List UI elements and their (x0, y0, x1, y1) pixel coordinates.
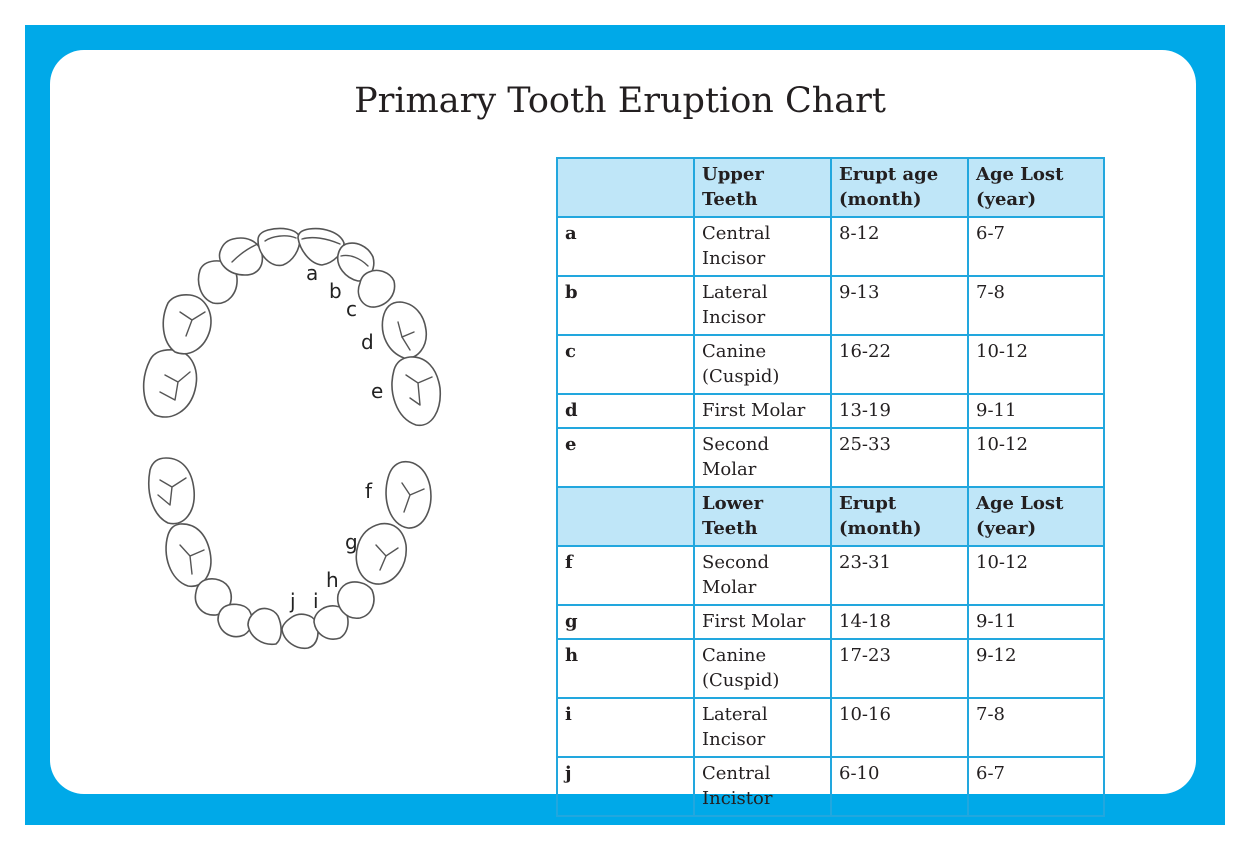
lost-value: 10-12 (967, 427, 1105, 488)
erupt-value: 16-22 (830, 334, 969, 395)
label-f: f (365, 479, 373, 503)
tooth-name: Canine (Cuspid) (693, 334, 832, 395)
lost-value: 6-7 (967, 756, 1105, 817)
header-age-lost: Age Lost (year) (967, 157, 1105, 218)
tooth-key: d (556, 393, 695, 429)
tooth-key: j (556, 756, 695, 817)
table-row: h Canine (Cuspid) 17-23 9-12 (556, 638, 1105, 699)
label-b: b (329, 279, 342, 303)
label-i: i (313, 589, 319, 613)
header-erupt-age: Erupt age (month) (830, 157, 969, 218)
erupt-value: 10-16 (830, 697, 969, 758)
label-h: h (326, 568, 339, 592)
tooth-key: c (556, 334, 695, 395)
page-title: Primary Tooth Eruption Chart (354, 81, 886, 121)
erupt-value: 6-10 (830, 756, 969, 817)
tooth-key: g (556, 604, 695, 640)
tooth-name: First Molar (693, 604, 832, 640)
tooth-name: Central Incistor (693, 756, 832, 817)
table-row: j Central Incistor 6-10 6-7 (556, 756, 1105, 817)
header-age-lost: Age Lost (year) (967, 486, 1105, 547)
label-a: a (306, 261, 318, 285)
table-row: c Canine (Cuspid) 16-22 10-12 (556, 334, 1105, 395)
tooth-key: f (556, 545, 695, 606)
tooth-key: i (556, 697, 695, 758)
upper-header-row: Upper Teeth Erupt age (month) Age Lost (… (556, 157, 1105, 218)
lost-value: 9-12 (967, 638, 1105, 699)
table-row: e Second Molar 25-33 10-12 (556, 427, 1105, 488)
header-cell-blank (556, 486, 695, 547)
tooth-name: First Molar (693, 393, 832, 429)
table-row: b Lateral Incisor 9-13 7-8 (556, 275, 1105, 336)
tooth-name: Second Molar (693, 545, 832, 606)
lost-value: 10-12 (967, 545, 1105, 606)
erupt-value: 14-18 (830, 604, 969, 640)
erupt-value: 25-33 (830, 427, 969, 488)
label-e: e (371, 379, 383, 403)
lost-value: 10-12 (967, 334, 1105, 395)
lost-value: 7-8 (967, 697, 1105, 758)
tooth-key: h (556, 638, 695, 699)
teeth-diagram: a b c d e f g h i j (142, 227, 441, 650)
erupt-value: 8-12 (830, 216, 969, 277)
erupt-value: 17-23 (830, 638, 969, 699)
table-row: i Lateral Incisor 10-16 7-8 (556, 697, 1105, 758)
tooth-name: Canine (Cuspid) (693, 638, 832, 699)
lower-header-row: Lower Teeth Erupt (month) Age Lost (year… (556, 486, 1105, 547)
tooth-name: Lateral Incisor (693, 275, 832, 336)
lower-arch (148, 457, 432, 650)
tooth-name: Lateral Incisor (693, 697, 832, 758)
erupt-value: 23-31 (830, 545, 969, 606)
tooth-key: a (556, 216, 695, 277)
header-erupt: Erupt (month) (830, 486, 969, 547)
upper-right-second-molar (142, 349, 198, 418)
table-row: d First Molar 13-19 9-11 (556, 393, 1105, 429)
tooth-key: e (556, 427, 695, 488)
lost-value: 9-11 (967, 393, 1105, 429)
eruption-table: Upper Teeth Erupt age (month) Age Lost (… (556, 157, 1105, 817)
erupt-value: 13-19 (830, 393, 969, 429)
label-j: j (289, 589, 296, 613)
table-row: f Second Molar 23-31 10-12 (556, 545, 1105, 606)
erupt-value: 9-13 (830, 275, 969, 336)
upper-section: Upper Teeth Erupt age (month) Age Lost (… (556, 157, 1105, 488)
table-row: g First Molar 14-18 9-11 (556, 604, 1105, 640)
lost-value: 9-11 (967, 604, 1105, 640)
label-c: c (346, 297, 357, 321)
label-g: g (345, 530, 358, 554)
lower-section: Lower Teeth Erupt (month) Age Lost (year… (556, 486, 1105, 817)
tooth-name: Central Incisor (693, 216, 832, 277)
upper-arch (142, 227, 441, 426)
lost-value: 6-7 (967, 216, 1105, 277)
label-d: d (361, 330, 374, 354)
header-cell-blank (556, 157, 695, 218)
tooth-name: Second Molar (693, 427, 832, 488)
header-upper-teeth: Upper Teeth (693, 157, 832, 218)
header-lower-teeth: Lower Teeth (693, 486, 832, 547)
table-row: a Central Incisor 8-12 6-7 (556, 216, 1105, 277)
lost-value: 7-8 (967, 275, 1105, 336)
tooth-key: b (556, 275, 695, 336)
